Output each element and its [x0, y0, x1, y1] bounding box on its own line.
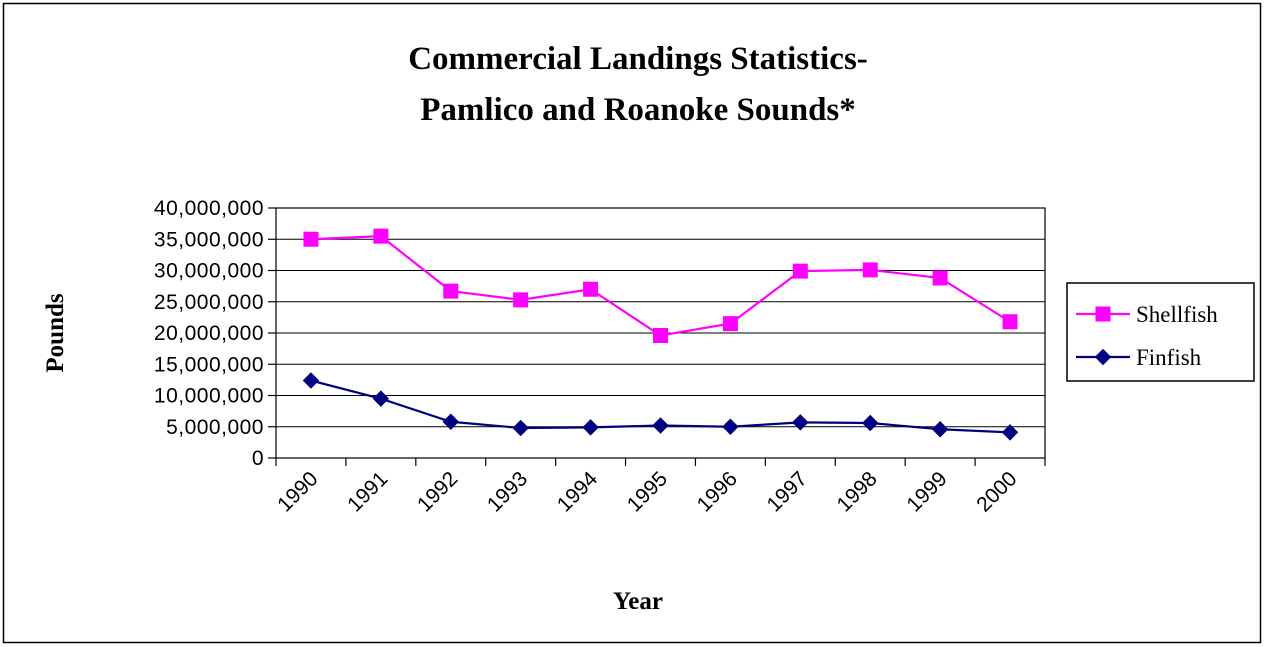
y-tick-label: 35,000,000	[154, 228, 264, 251]
finfish-point	[792, 414, 809, 431]
legend-label-shellfish: Shellfish	[1136, 302, 1218, 327]
finfish-point	[862, 414, 879, 432]
legend-marker-finfish	[1094, 348, 1112, 366]
finfish-point	[652, 417, 669, 434]
legend-label-finfish: Finfish	[1136, 345, 1202, 370]
chart-title-line-2: Pamlico and Roanoke Sounds*	[420, 92, 856, 128]
finfish-point	[582, 419, 599, 436]
shellfish-point	[373, 228, 389, 244]
finfish-point	[722, 418, 739, 435]
legend-box	[1066, 282, 1255, 382]
y-tick-label: 40,000,000	[154, 197, 264, 220]
y-tick-label: 25,000,000	[154, 291, 264, 314]
y-tick-label: 10,000,000	[154, 385, 264, 408]
y-tick-label: 15,000,000	[154, 353, 264, 376]
finfish-point	[1001, 424, 1019, 441]
legend: Shellfish Finfish	[1066, 282, 1255, 382]
shellfish-point	[513, 292, 529, 308]
legend-marker-shellfish	[1095, 306, 1111, 322]
shellfish-point	[653, 328, 668, 343]
shellfish-point	[1002, 314, 1018, 330]
finfish-point	[302, 372, 320, 389]
finfish-point	[931, 421, 949, 438]
y-tick-label: 30,000,000	[154, 260, 264, 283]
shellfish-point	[862, 262, 878, 278]
shellfish-point	[303, 231, 319, 247]
shellfish-point	[443, 283, 459, 299]
finfish-point	[442, 413, 459, 430]
x-axis-title: Year	[613, 588, 663, 615]
shellfish-point	[792, 263, 808, 279]
shellfish-point	[722, 316, 738, 332]
shellfish-point	[583, 281, 599, 297]
chart-title-line-1: Commercial Landings Statistics-	[408, 41, 868, 77]
y-axis-title: Pounds	[42, 293, 69, 372]
finfish-point	[512, 419, 529, 437]
y-tick-label: 0	[252, 447, 264, 470]
shellfish-point	[932, 270, 948, 286]
finfish-point	[372, 390, 390, 407]
y-tick-label: 5,000,000	[166, 416, 264, 439]
y-tick-label: 20,000,000	[154, 322, 264, 345]
